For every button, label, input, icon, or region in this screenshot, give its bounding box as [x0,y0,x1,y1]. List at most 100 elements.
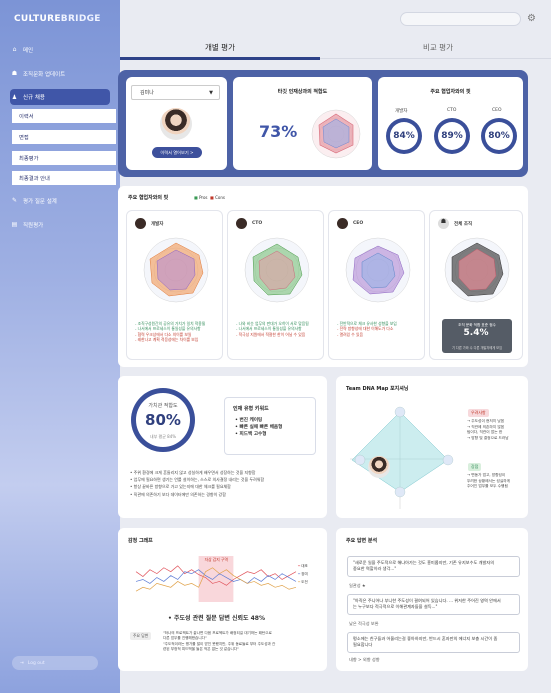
ceo-radar-chart [345,237,411,303]
keyword-1: • 변진 케이팅 [235,418,263,423]
fit-value: 73% [259,122,298,141]
chevron-down-icon: ▼ [209,90,213,96]
gear-icon[interactable]: ⚙ [527,13,536,24]
answer-label-1: 일관성 ★ [349,583,366,588]
emotion-legend: ━ 대조 ━ 장미 ━ 도전 [298,564,308,585]
legend: ■ Pros ■ Cons [194,195,225,200]
emotion-quote: "하나의 프로젝트가 끝나면 다음 프로젝트가 배정되길 대기하는 패턴으로 다… [163,631,276,652]
home-icon: ⌂ [12,46,17,53]
keyword-3: • 피드백 고수형 [235,432,267,438]
team-dna-title: Team DNA Map 포지셔닝 [346,386,409,392]
logout-icon: ⇥ [20,660,24,666]
sidebar-subitem-final-eval[interactable]: 최종평가 [12,151,116,165]
tab-individual[interactable]: 개별 평가 [205,43,235,52]
collab-dev-label: 개발자 [395,109,408,114]
dev-note-3: - 협력 우크상에서 다소 의이를 보일 [135,331,192,337]
ceo-note-1: - 전반적으로 체크 유사한 성향을 보임 [337,321,397,326]
dev-note-1: - 조직구성원간의 공유의 가치가 일치 적용될 [135,321,206,326]
tab-compare[interactable]: 비교 평가 [423,43,453,52]
collab-card-dev: 개발자 - 조직구성원간의 공유의 가치가 일치 적용될 - 나서에서 프로세스… [126,210,223,360]
answer-quote-2: "아직은 주니어나 부니한 주도성이 결여되어 있습니다. ... 위저한 주어… [347,594,520,615]
keyword-box: 인재 유형 키워드 • 변진 케이팅 • 빠른 실패 빠른 배움형 • 피드백 … [224,397,316,455]
cto-note-3: - 적극성 지원에서 적절한 한이 어닐 수 있음 [236,331,306,337]
candidate-select[interactable]: 김미나 ▼ [131,85,220,100]
cto-avatar [236,218,247,229]
concern-text: → 주도성이 현저히 낮음 → 직관에 의존하지 않음 팀이다, 직관이 없는 … [467,419,509,440]
collab-fit-title: 주요 협업자와의 핏 [430,89,471,95]
answer-quote-3: 평소에는 친구들과 어울리는걸 좋아하지만, 반드시 혼자만의 에너지 보충 시… [347,632,520,653]
cto-radar-chart [244,237,310,303]
candidate-avatar [160,108,192,140]
org-score-box: 조직 문화 적합 표준 점수 기 다른 가와 수 다른 개발자에게 보임 [442,319,512,353]
team-icon: ☗ [11,70,18,77]
sidebar-item-main[interactable]: ⌂ 메인 [10,42,110,57]
open-resume-button[interactable]: 이력서 열어보기 > [152,147,202,158]
values-fit-title: 가치관 적합도 [148,403,178,409]
strength-text: → 변동가 업고, 방향성이 뚜려한 상황에서는 성실하게 주어진 업무를 모두… [467,473,511,489]
fit-card: 타깃 인재상과의 적합도 73% [233,77,372,170]
values-fit-sub: 내부 평균 84% [149,434,177,439]
series-line-3 [135,567,297,592]
keyword-2: • 빠른 실패 빠른 배움형 [235,425,283,431]
tab-divider [120,58,551,59]
search-input[interactable] [400,12,521,26]
sidebar: CULTUREBRIDGE ⌂ 메인 ☗ 조직문화 업데이트 ♟ 신규 채용 이력서 … [0,0,120,693]
collab-cto-ring: 89% [434,118,470,154]
emotion-caption: • 주도성 관련 질문 답변 신뢰도 48% [168,615,265,622]
collab-card-org: ☗ 전체 조직 조직 문화 적합 표준 점수 기 다른 가와 수 다른 개발자에… [429,210,523,360]
values-bullets: • 주위 환경에 크게 흔들리지 않고 성실하게 배우면서 성장하는 것을 지향… [130,470,265,497]
collab-ceo-ring: 80% [481,118,517,154]
answer-label-2: 낮은 적극성 보완 [349,621,379,626]
dev-note-2: - 나서에서 프로세스이 통일성을 유의사항 [135,326,201,332]
sidebar-item-new-hire[interactable]: ♟ 신규 채용 [10,89,110,105]
sidebar-subitem-resume[interactable]: 이력서 [12,109,116,123]
dev-avatar [135,218,146,229]
cto-note-2: - 나서에서 프로세스이 통일성을 유의사항 [236,326,302,332]
org-score-value: 5.4% [463,328,489,338]
pencil-icon: ✎ [11,197,18,204]
sidebar-item-question-design[interactable]: ✎ 평가 질문 설계 [11,197,57,205]
emotion-title: 감정 그래프 [128,538,153,544]
answer-quote-1: "새로운 일을 주도적으로 해나아가는 것도 흥미롭지만, 기존 유지보수도 개… [347,556,520,577]
series-line-2 [135,569,297,584]
highlight-label: 자삼 감지 구역 [205,557,229,562]
answer-label-3: 내향 > 외향 성향 [349,657,380,662]
keyword-title: 인재 유형 키워드 [233,406,269,412]
ceo-avatar [337,218,348,229]
id-card-icon: ▤ [11,221,18,228]
values-fit-value: 80% [145,411,181,429]
fit-radar-chart [311,109,361,159]
fit-title: 타깃 인재상과의 적합도 [277,89,328,95]
strength-badge: 강점 [468,463,482,471]
logout-button[interactable]: ⇥ Log out [12,656,98,670]
team-dna-card: Team DNA Map 포지셔닝 [336,376,528,518]
collab-section-title: 주요 협업자와의 핏 [128,195,169,201]
concern-badge: 우려사항 [468,409,489,417]
answer-badge: 주요 답변 [130,632,152,640]
collab-cto-label: CTO [447,108,457,113]
collab-ceo-label: CEO [492,108,502,113]
tab-active-indicator [120,57,320,60]
collab-card-ceo: CEO - 전반적으로 체크 유사한 성향을 보임 - 전략 방향성에 대한 이… [328,210,425,360]
values-fit-ring [131,388,195,452]
candidate-position-avatar [368,456,390,478]
sidebar-subitem-final-result[interactable]: 최종결과 안내 [12,171,116,185]
highlight-band [198,556,234,602]
cto-note-1: - 나와 비슷 업무의 판대가 오히이 서로 맞음됨 [236,321,309,326]
app-logo[interactable]: CULTUREBRIDGE [14,14,101,24]
ceo-note-3: - 열려있 수 있음 [337,331,363,337]
org-radar-chart [444,237,510,303]
dev-radar-chart [143,237,209,303]
sidebar-item-culture-update[interactable]: ☗ 조직문화 업데이트 [11,70,66,78]
sidebar-item-employee-eval[interactable]: ▤ 직원평가 [11,221,44,229]
org-icon: ☗ [438,218,449,229]
dev-note-4: - 레한나고 계획 적응성에는 차이를 보임 [135,336,199,342]
team-dna-map [350,406,454,509]
answer-analysis-title: 주요 답변 분석 [346,538,378,544]
collab-dev-ring: 84% [386,118,422,154]
collab-card-cto: CTO - 나와 비슷 업무의 판대가 오히이 서로 맞음됨 - 나서에서 프로… [227,210,324,360]
sidebar-subitem-interview[interactable]: 면접 [12,130,116,144]
ceo-note-2: - 전략 방향성에 대한 이해도가 다소 [337,326,394,332]
people-icon: ♟ [11,93,18,101]
emotion-line-chart: 자삼 감지 구역 [135,556,297,602]
